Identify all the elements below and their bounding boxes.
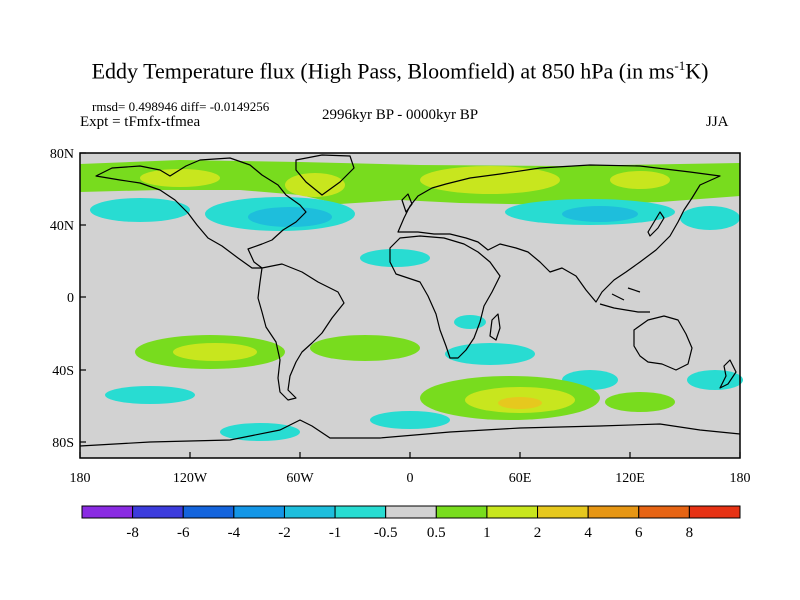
colorbar-label: -6 — [177, 525, 190, 541]
colorbar-swatch — [182, 505, 235, 519]
coast-australia — [633, 315, 693, 371]
lat-labels: 80N 40N 0 40S 80S — [50, 147, 74, 451]
colorbar-label: -1 — [329, 525, 342, 541]
colorbar-swatch — [283, 505, 336, 519]
coast-new-zealand — [719, 359, 737, 389]
colorbar-label: 1 — [483, 525, 491, 541]
positive-core-alaska — [140, 169, 220, 187]
coast-africa — [389, 235, 501, 359]
lon-label: 120E — [615, 471, 645, 486]
colorbar-swatch — [638, 505, 690, 519]
lat-label: 80N — [50, 147, 74, 162]
colorbar-swatch — [587, 505, 640, 519]
coast-madagascar — [489, 313, 501, 341]
coast-greenland — [295, 154, 355, 196]
colorbar-label: -4 — [228, 525, 241, 541]
positive-core-south-pacific — [173, 343, 257, 361]
colorbar-swatch — [688, 505, 741, 519]
negative-core-eurasia — [562, 206, 638, 222]
positive-core-greenland — [285, 173, 345, 197]
positive-core-siberia — [610, 171, 670, 189]
lon-label: 120W — [173, 471, 208, 486]
colorbar-swatch — [385, 505, 437, 519]
negative-south-indian — [445, 343, 535, 365]
coast-antarctica — [79, 419, 741, 447]
coastlines — [79, 154, 741, 447]
coast-uk — [401, 193, 413, 213]
coast-japan — [647, 211, 665, 237]
positive-south-atlantic — [310, 335, 420, 361]
positive-peak-southern-ocean — [498, 397, 542, 409]
lat-label: 0 — [67, 291, 74, 306]
colorbar-labels: -8 -6 -4 -2 -1 -0.5 0.5 1 2 4 6 8 — [126, 525, 693, 541]
colorbar-label: 0.5 — [427, 525, 446, 541]
negative-antarctic-atlantic — [370, 411, 450, 429]
colorbar-swatch — [435, 505, 488, 519]
stats-text: rmsd= 0.498946 diff= -0.0149256 — [92, 99, 270, 114]
lon-label: 180 — [70, 471, 91, 486]
experiment-label: Expt = tFmfx-tfmea — [80, 114, 201, 130]
positive-band-north — [80, 160, 740, 205]
lon-label: 180 — [730, 471, 751, 486]
negative-north-pacific — [90, 198, 190, 222]
colorbar-swatches — [81, 505, 741, 519]
coast-south-america — [257, 263, 345, 401]
colorbar-label: 8 — [686, 525, 694, 541]
negative-east-africa — [454, 315, 486, 329]
colorbar-label: -2 — [278, 525, 291, 541]
coast-indonesia — [599, 287, 650, 313]
axis-ticks — [79, 152, 741, 458]
colorbar-swatch — [334, 505, 387, 519]
lon-labels: 180 120W 60W 0 60E 120E 180 — [70, 471, 751, 486]
season-label: JJA — [706, 114, 729, 130]
period-label: 2996kyr BP - 0000kyr BP — [322, 107, 479, 123]
lat-label: 40S — [52, 364, 74, 379]
coast-eurasia — [397, 164, 721, 303]
lon-label: 0 — [407, 471, 414, 486]
colorbar-swatch — [537, 505, 589, 519]
colorbar-swatch — [132, 505, 184, 519]
negative-antarctic-coast — [220, 423, 300, 441]
plot-title: Eddy Temperature flux (High Pass, Bloomf… — [91, 58, 709, 84]
lon-label: 60E — [509, 471, 532, 486]
colorbar-label: 6 — [635, 525, 643, 541]
anomaly-fields — [80, 160, 743, 441]
positive-core-eurasia — [420, 166, 560, 194]
lat-label: 80S — [52, 436, 74, 451]
colorbar-swatch — [233, 505, 285, 519]
lon-label: 60W — [286, 471, 314, 486]
negative-south-pacific-west — [687, 370, 743, 390]
colorbar-label: -8 — [126, 525, 139, 541]
lat-label: 40N — [50, 219, 74, 234]
colorbar-label: -0.5 — [374, 525, 398, 541]
negative-core-north-america — [248, 207, 332, 227]
negative-north-africa — [360, 249, 430, 267]
positive-southern-ocean-east — [605, 392, 675, 412]
negative-south-pacific-high — [105, 386, 195, 404]
colorbar-label: 4 — [584, 525, 592, 541]
coast-north-america — [95, 157, 307, 269]
negative-north-pacific-east — [680, 206, 740, 230]
colorbar-swatch — [81, 505, 134, 519]
colorbar-label: 2 — [534, 525, 542, 541]
colorbar-swatch — [486, 505, 539, 519]
